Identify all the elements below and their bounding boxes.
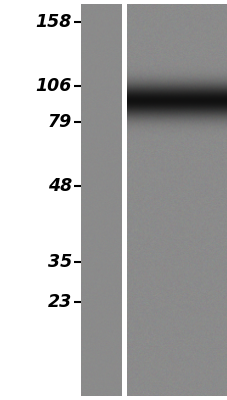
Text: 35: 35 [47,253,72,271]
Text: 79: 79 [47,113,72,131]
Text: 23: 23 [47,293,72,311]
Bar [121,4,126,396]
Text: 158: 158 [35,13,72,31]
Text: 106: 106 [35,77,72,95]
Text: 48: 48 [47,177,72,195]
